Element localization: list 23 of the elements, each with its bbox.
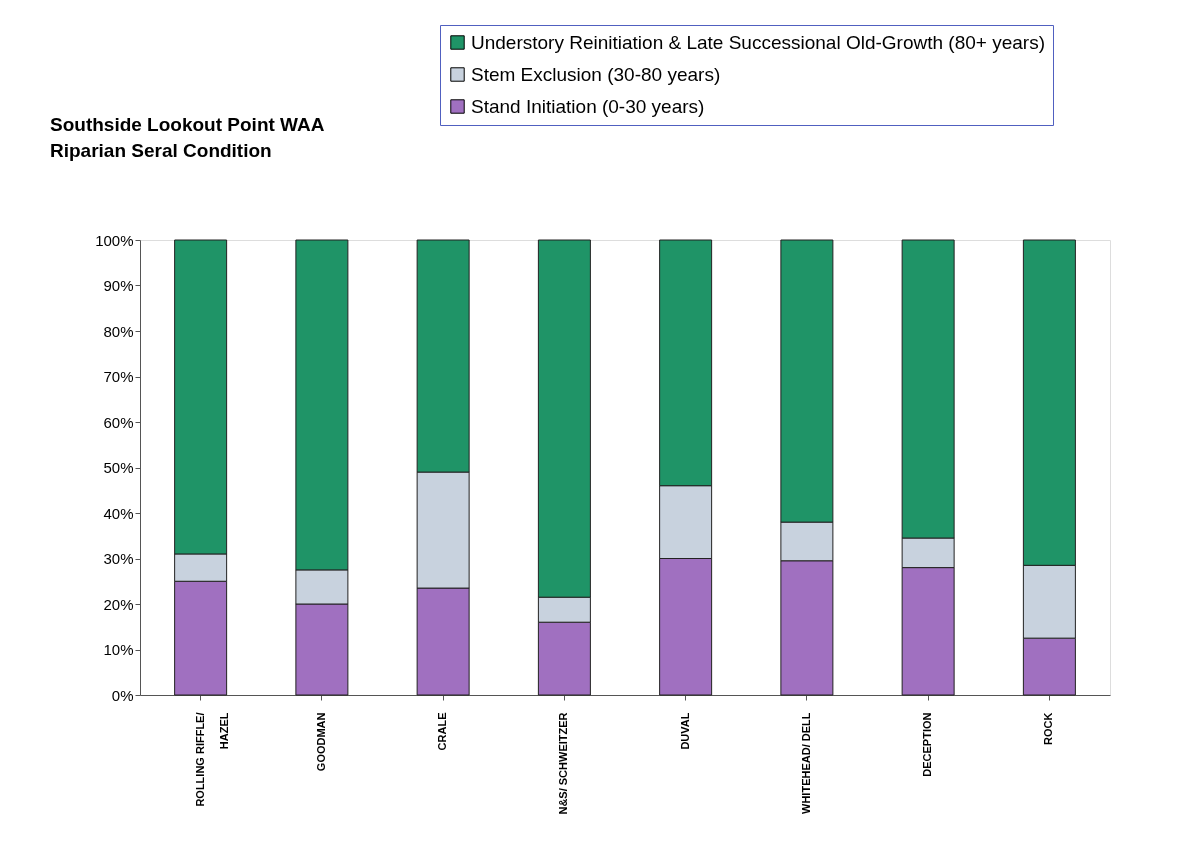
x-tick-label: WHITEHEAD/ DELL <box>799 712 812 814</box>
x-tick-label: DECEPTION <box>921 712 934 777</box>
y-tick-label: 100% <box>95 231 134 249</box>
y-tick-label: 10% <box>103 641 134 658</box>
x-tick-label: DUVAL <box>678 712 691 750</box>
x-tick-label: GOODMAN <box>314 712 327 772</box>
x-tick-label: ROCK <box>1042 712 1055 745</box>
y-tick-label: 60% <box>103 413 134 431</box>
y-tick-label: 50% <box>103 459 134 476</box>
chart-title: Southside Lookout Point WAA Riparian Seral Condition <box>50 114 325 161</box>
legend-label: Stem Exclusion (30-80 years) <box>471 63 721 85</box>
y-tick-label: 80% <box>103 322 134 340</box>
x-tick-label: CRALE <box>436 712 449 751</box>
legend-label: Stand Initiation (0-30 years) <box>471 95 705 117</box>
y-tick-label: 20% <box>103 595 134 613</box>
x-tick-label: N&S/ SCHWEITZER <box>557 712 570 815</box>
x-tick-label: ROLLING RIFFLE/ HAZEL <box>193 712 230 807</box>
y-tick-label: 70% <box>103 368 134 385</box>
y-tick-label: 90% <box>103 277 134 294</box>
y-tick-label: 40% <box>103 504 134 522</box>
legend-label: Understory Reinitiation & Late Successional Old-Growth (80+ years) <box>471 31 1045 53</box>
y-tick-label: 0% <box>111 686 134 704</box>
y-tick-label: 30% <box>103 550 134 567</box>
